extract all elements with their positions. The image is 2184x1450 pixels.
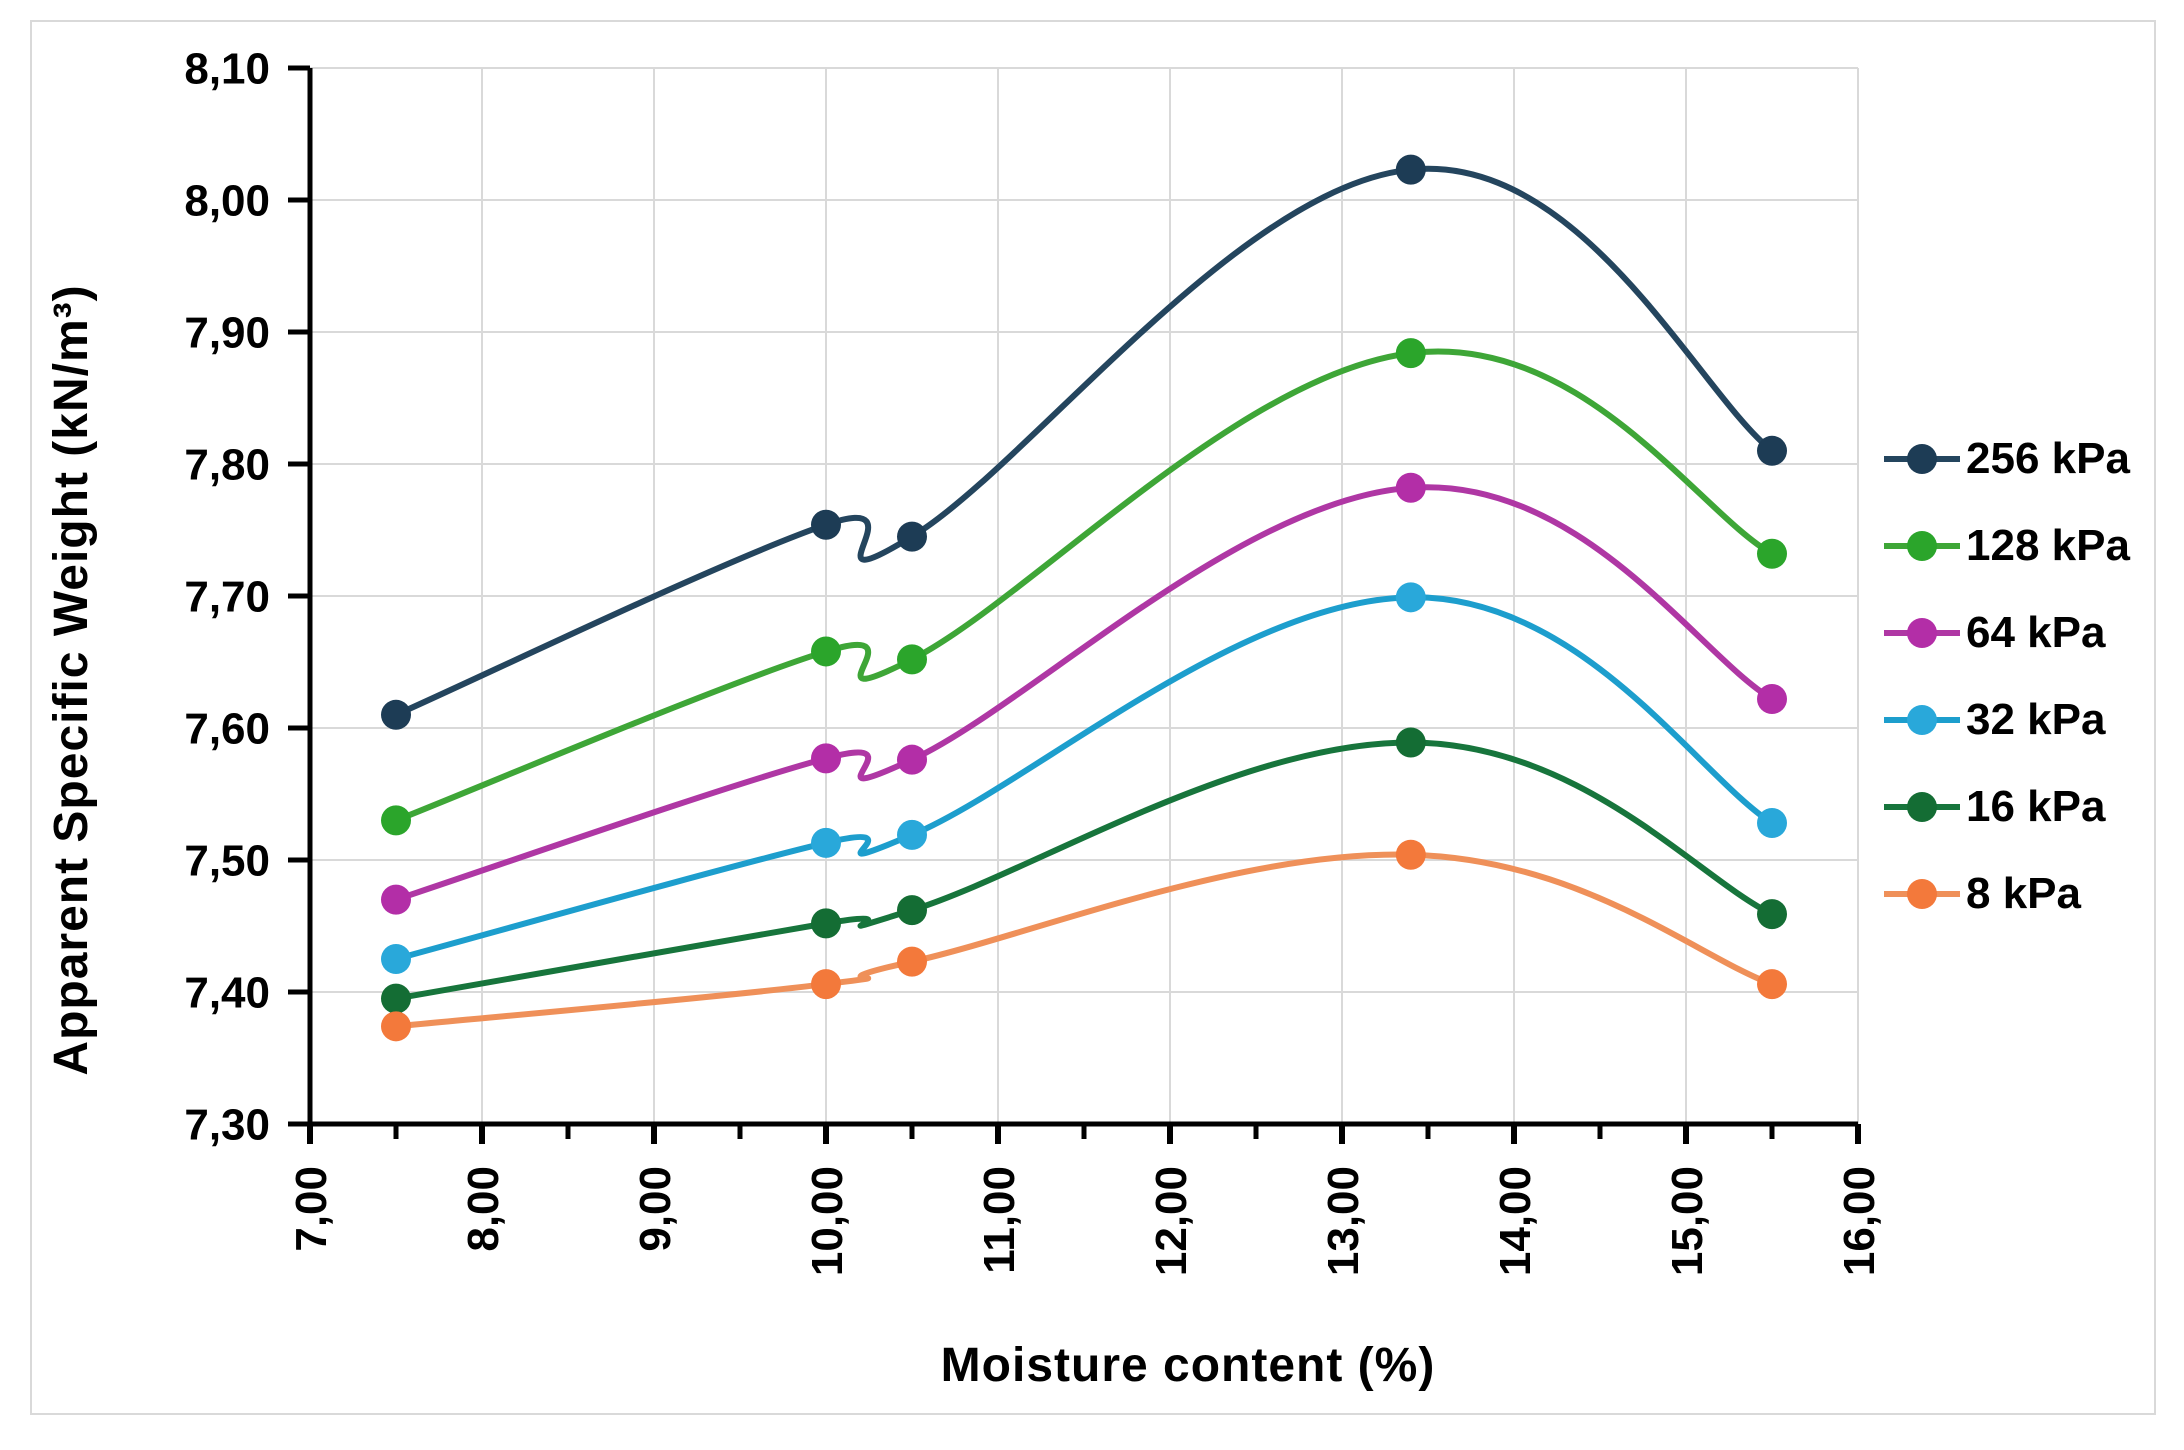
series-line-256-kPa xyxy=(393,165,1775,718)
y-tick-label: 7,60 xyxy=(184,704,270,753)
legend-item: 128 kPa xyxy=(1884,520,2130,571)
data-point-marker-32-kPa xyxy=(1757,808,1787,839)
data-point-marker-128-kPa xyxy=(1757,538,1787,569)
series-line-64-kPa xyxy=(393,484,1775,903)
data-point-marker-256-kPa xyxy=(811,509,841,540)
data-point-marker-8-kPa xyxy=(381,1011,411,1042)
data-point-marker-8-kPa xyxy=(897,946,927,977)
series-line-128-kPa xyxy=(393,348,1775,824)
data-point-marker-128-kPa xyxy=(381,805,411,836)
data-point-marker-256-kPa xyxy=(897,521,927,552)
y-tick-label: 7,70 xyxy=(184,572,270,621)
legend-marker-icon xyxy=(1884,617,1960,648)
data-point-marker-16-kPa xyxy=(811,908,841,939)
series-line-32-kPa xyxy=(393,594,1775,962)
data-point-marker-32-kPa xyxy=(811,827,841,858)
data-point-marker-128-kPa xyxy=(1395,338,1426,369)
legend-marker-icon xyxy=(1884,878,1960,909)
y-tick-label: 8,10 xyxy=(184,44,270,93)
data-point-marker-128-kPa xyxy=(811,636,841,667)
y-tick-label: 7,90 xyxy=(184,308,270,357)
legend-label: 8 kPa xyxy=(1966,868,2081,918)
legend-marker-icon xyxy=(1884,704,1960,735)
y-tick-label: 8,00 xyxy=(184,176,270,225)
legend-item: 256 kPa xyxy=(1884,433,2130,484)
x-tick-label: 9,00 xyxy=(631,1166,680,1252)
legend-item: 8 kPa xyxy=(1884,868,2130,919)
data-point-marker-256-kPa xyxy=(1395,154,1426,185)
series-line-16-kPa xyxy=(393,739,1775,1002)
x-tick-label: 13,00 xyxy=(1319,1166,1368,1276)
legend-marker-icon xyxy=(1884,443,1960,474)
data-point-marker-256-kPa xyxy=(381,699,411,730)
y-tick-label: 7,50 xyxy=(184,836,270,885)
legend-label: 16 kPa xyxy=(1966,781,2106,831)
x-tick-label: 10,00 xyxy=(803,1166,852,1276)
data-point-marker-8-kPa xyxy=(1395,839,1426,870)
x-tick-label: 12,00 xyxy=(1147,1166,1196,1276)
data-point-marker-64-kPa xyxy=(897,744,927,775)
x-tick-label: 7,00 xyxy=(287,1166,336,1252)
legend-marker-icon xyxy=(1884,791,1960,822)
legend-item: 16 kPa xyxy=(1884,781,2130,832)
y-tick-label: 7,80 xyxy=(184,440,270,489)
data-point-marker-256-kPa xyxy=(1757,435,1787,466)
data-point-marker-128-kPa xyxy=(897,644,927,675)
figure-border xyxy=(30,20,2156,1415)
data-point-marker-16-kPa xyxy=(1757,899,1787,930)
legend-label: 256 kPa xyxy=(1966,433,2130,483)
data-point-marker-64-kPa xyxy=(811,743,841,774)
data-point-marker-8-kPa xyxy=(1757,969,1787,1000)
series-line-8-kPa xyxy=(393,851,1775,1030)
data-point-marker-32-kPa xyxy=(897,819,927,850)
x-tick-label: 14,00 xyxy=(1491,1166,1540,1276)
data-point-marker-32-kPa xyxy=(1395,582,1426,613)
x-tick-label: 15,00 xyxy=(1663,1166,1712,1276)
legend-marker-icon xyxy=(1884,530,1960,561)
data-point-marker-16-kPa xyxy=(1395,727,1426,758)
legend-item: 64 kPa xyxy=(1884,607,2130,658)
y-tick-label: 7,40 xyxy=(184,968,270,1017)
legend-label: 64 kPa xyxy=(1966,607,2106,657)
legend-item: 32 kPa xyxy=(1884,694,2130,745)
x-axis-title: Moisture content (%) xyxy=(940,1339,1436,1392)
x-tick-label: 16,00 xyxy=(1835,1166,1884,1276)
legend-label: 32 kPa xyxy=(1966,694,2106,744)
legend-label: 128 kPa xyxy=(1966,520,2130,570)
data-point-marker-64-kPa xyxy=(1395,472,1426,503)
y-tick-label: 7,30 xyxy=(184,1100,270,1149)
data-point-marker-8-kPa xyxy=(811,969,841,1000)
data-point-marker-16-kPa xyxy=(897,895,927,926)
data-point-marker-64-kPa xyxy=(381,884,411,915)
x-tick-label: 11,00 xyxy=(975,1166,1024,1274)
data-point-marker-32-kPa xyxy=(381,944,411,974)
data-point-marker-16-kPa xyxy=(381,983,411,1014)
x-tick-label: 8,00 xyxy=(459,1166,508,1252)
data-point-marker-64-kPa xyxy=(1757,683,1787,714)
legend: 256 kPa 128 kPa 64 kPa 32 kPa 16 kPa 8 k… xyxy=(1884,433,2130,919)
y-axis-title: Apparent Specific Weight (kN/m³) xyxy=(45,284,98,1076)
